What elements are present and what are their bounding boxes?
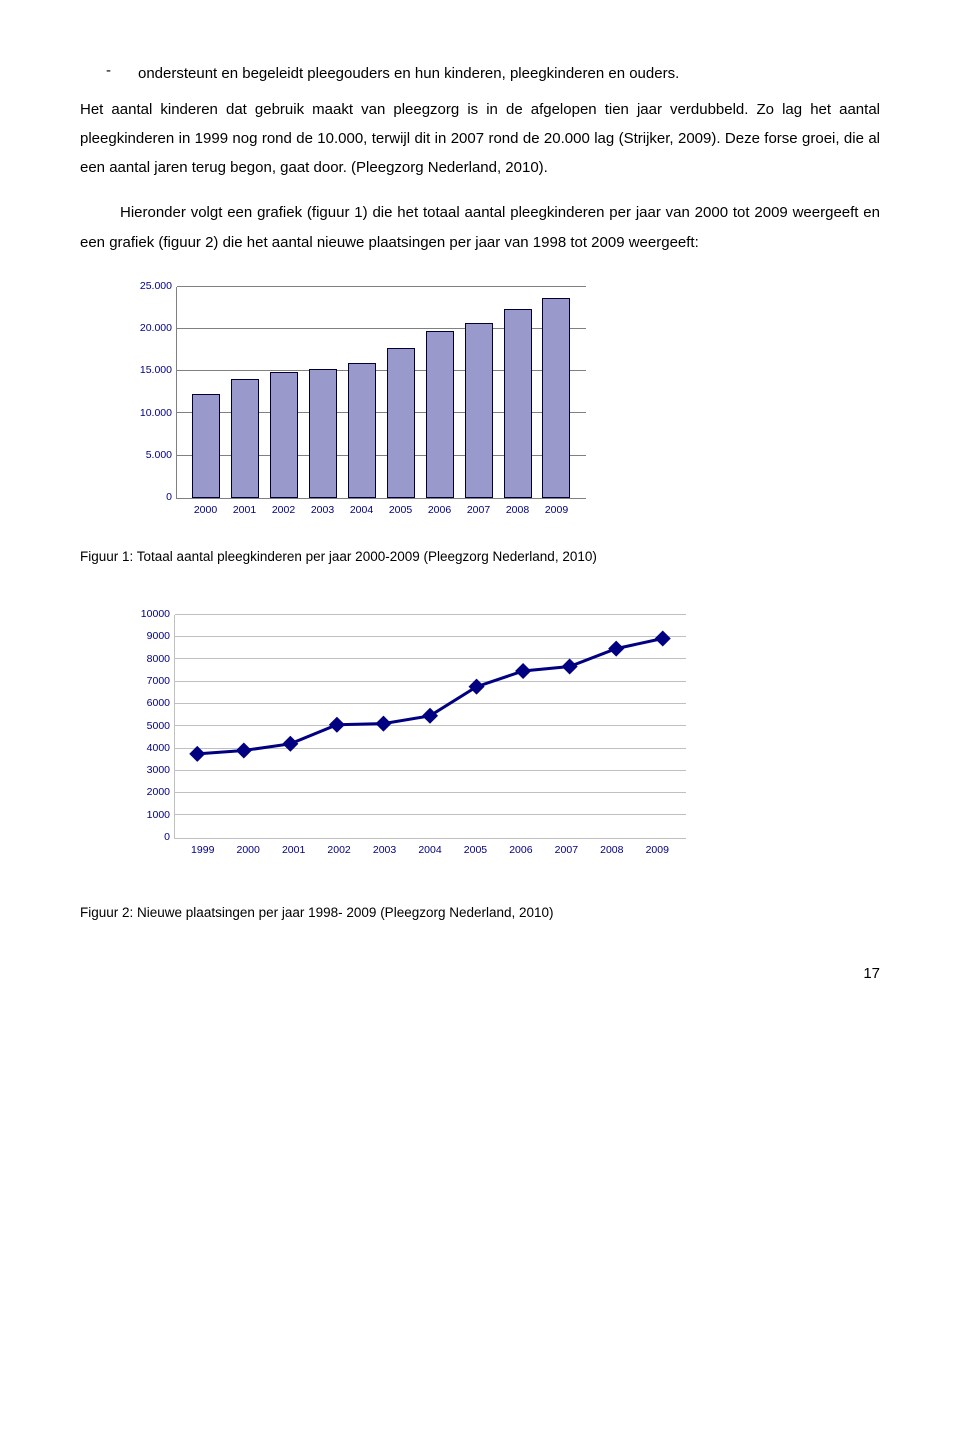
data-point-marker: [422, 708, 438, 724]
x-axis-tick-label: 2008: [589, 843, 634, 859]
figure-1-caption: Figuur 1: Totaal aantal pleegkinderen pe…: [80, 547, 880, 567]
bar-2004: [348, 363, 376, 498]
x-axis-tick-label: 2009: [635, 843, 680, 859]
x-axis-tick-label: 2001: [271, 843, 316, 859]
y-axis-tick-label: 25.000: [140, 279, 172, 295]
data-point-marker: [655, 630, 671, 646]
bar-2009: [542, 298, 570, 497]
body-paragraph-1: Het aantal kinderen dat gebruik maakt va…: [80, 95, 880, 183]
body-paragraph-2: Hieronder volgt een grafiek (figuur 1) d…: [80, 198, 880, 257]
data-point-marker: [515, 663, 531, 679]
bar-2003: [309, 369, 337, 498]
y-axis-tick-label: 5000: [147, 718, 170, 734]
data-point-marker: [375, 715, 391, 731]
x-axis-tick-label: 2005: [388, 503, 414, 519]
bar-2002: [270, 372, 298, 498]
x-axis-tick-label: 2002: [316, 843, 361, 859]
y-axis-tick-label: 5.000: [146, 448, 172, 464]
bar-2007: [465, 323, 493, 498]
figure-1-bar-chart: 05.00010.00015.00020.00025.000 200020012…: [116, 287, 586, 519]
y-axis-tick-label: 15.000: [140, 363, 172, 379]
y-axis-tick-label: 9000: [147, 629, 170, 645]
x-axis-tick-label: 2008: [505, 503, 531, 519]
x-axis-tick-label: 2001: [232, 503, 258, 519]
bar-2001: [231, 379, 259, 497]
x-axis-tick-label: 2004: [349, 503, 375, 519]
data-point-marker: [469, 678, 485, 694]
x-axis-tick-label: 2003: [310, 503, 336, 519]
line-series: [197, 638, 662, 753]
bar-2005: [387, 348, 415, 498]
figure-2-line-chart: 0100020003000400050006000700080009000100…: [116, 615, 686, 859]
x-axis-tick-label: 2002: [271, 503, 297, 519]
data-point-marker: [236, 742, 252, 758]
x-axis-tick-label: 1999: [180, 843, 225, 859]
data-point-marker: [329, 717, 345, 733]
data-point-marker: [189, 746, 205, 762]
bar-2000: [192, 394, 220, 498]
x-axis-tick-label: 2006: [427, 503, 453, 519]
bar-2006: [426, 331, 454, 498]
x-axis-tick-label: 2000: [225, 843, 270, 859]
y-axis-tick-label: 6000: [147, 696, 170, 712]
y-axis-tick-label: 1000: [147, 808, 170, 824]
y-axis-tick-label: 3000: [147, 763, 170, 779]
x-axis-tick-label: 2009: [544, 503, 570, 519]
x-axis-tick-label: 2005: [453, 843, 498, 859]
y-axis-tick-label: 10.000: [140, 405, 172, 421]
bar-2008: [504, 309, 532, 498]
y-axis-tick-label: 0: [164, 830, 170, 846]
x-axis-tick-label: 2007: [544, 843, 589, 859]
x-axis-tick-label: 2004: [407, 843, 452, 859]
data-point-marker: [608, 640, 624, 656]
data-point-marker: [562, 658, 578, 674]
figure-2-caption: Figuur 2: Nieuwe plaatsingen per jaar 19…: [80, 903, 880, 923]
data-point-marker: [282, 736, 298, 752]
y-axis-tick-label: 2000: [147, 785, 170, 801]
x-axis-tick-label: 2003: [362, 843, 407, 859]
bullet-list-item: - ondersteunt en begeleidt pleegouders e…: [80, 60, 880, 89]
y-axis-tick-label: 10000: [141, 607, 170, 623]
x-axis-tick-label: 2007: [466, 503, 492, 519]
y-axis-tick-label: 0: [166, 490, 172, 506]
bullet-text: ondersteunt en begeleidt pleegouders en …: [138, 60, 679, 89]
y-axis-tick-label: 4000: [147, 741, 170, 757]
y-axis-tick-label: 20.000: [140, 321, 172, 337]
bullet-dash: -: [106, 60, 138, 89]
y-axis-tick-label: 8000: [147, 651, 170, 667]
x-axis-tick-label: 2000: [193, 503, 219, 519]
x-axis-tick-label: 2006: [498, 843, 543, 859]
y-axis-tick-label: 7000: [147, 674, 170, 690]
page-number: 17: [80, 963, 880, 986]
